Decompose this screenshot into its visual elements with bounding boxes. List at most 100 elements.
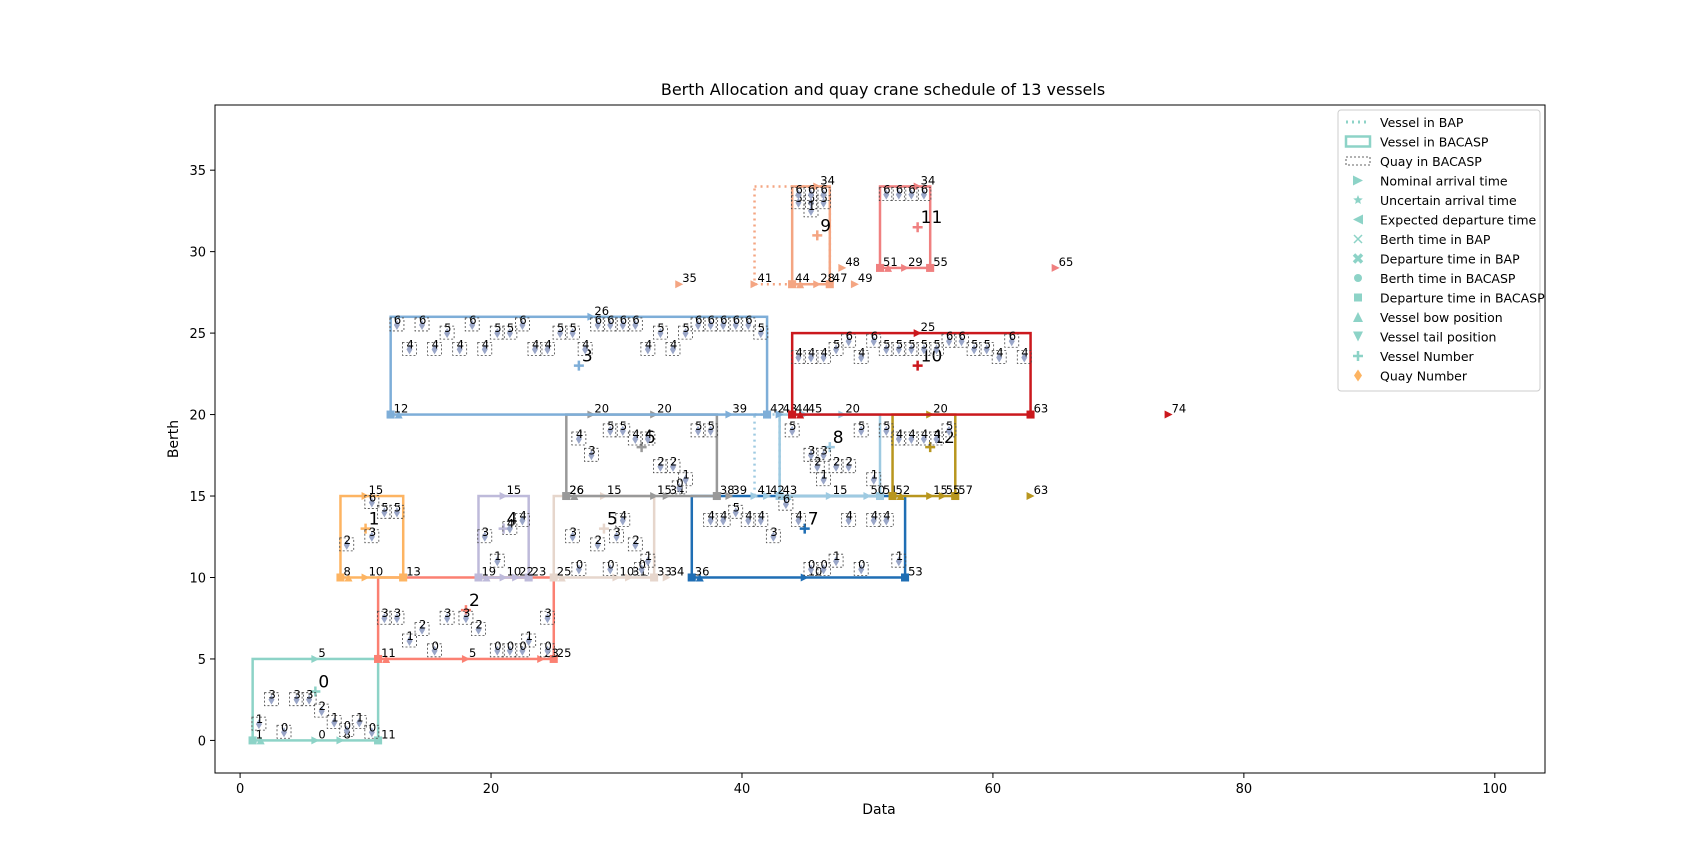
time-marker xyxy=(901,263,910,272)
quay-box xyxy=(609,529,624,544)
time-marker xyxy=(775,492,784,501)
quay-marker xyxy=(594,539,601,550)
quay-marker xyxy=(732,319,739,330)
time-marker xyxy=(951,492,960,501)
legend-swatch xyxy=(1353,175,1363,186)
quay-marker xyxy=(481,531,488,542)
quay-box xyxy=(728,504,744,519)
quay-box xyxy=(878,423,894,438)
quay-box xyxy=(778,496,794,511)
quay-number-label: 0 xyxy=(369,720,376,734)
quay-number-label: 4 xyxy=(1021,346,1028,360)
quay-marker xyxy=(419,319,426,330)
time-label: 15 xyxy=(833,483,848,497)
quay-number-label: 2 xyxy=(595,533,602,547)
quay-marker xyxy=(870,336,877,347)
quay-marker xyxy=(720,515,727,526)
y-tick-label: 20 xyxy=(189,409,206,424)
quay-marker xyxy=(255,719,262,730)
quay-number-label: 3 xyxy=(463,606,470,620)
legend-label: Vessel in BACASP xyxy=(1380,135,1489,150)
y-tick-label: 35 xyxy=(189,164,206,179)
time-marker xyxy=(863,492,872,501)
quay-marker xyxy=(820,189,827,200)
time-marker xyxy=(712,492,721,501)
time-marker xyxy=(512,573,521,582)
quay-number-label: 3 xyxy=(444,606,451,620)
time-marker xyxy=(788,280,797,289)
quay-box xyxy=(703,513,719,527)
quay-number-label: 3 xyxy=(545,606,552,620)
quay-marker xyxy=(644,344,651,355)
quay-marker xyxy=(695,319,702,330)
time-label: 1 xyxy=(256,727,263,741)
quay-marker xyxy=(933,344,940,355)
quay-box xyxy=(715,317,731,332)
quay-marker xyxy=(268,694,275,705)
quay-box xyxy=(841,333,857,348)
quay-marker xyxy=(933,434,940,444)
vessel-number-marker xyxy=(573,360,584,371)
vessel-number-label: 0 xyxy=(318,673,329,693)
x-tick-label: 80 xyxy=(1236,782,1253,797)
quay-number-label: 1 xyxy=(526,629,533,643)
quay-marker xyxy=(644,556,651,567)
quay-number-label: 2 xyxy=(670,455,677,469)
quay-marker xyxy=(983,344,990,355)
quay-marker xyxy=(575,564,582,575)
bow-marker xyxy=(884,263,892,272)
axes-frame xyxy=(214,104,1546,774)
legend: Vessel in BAP Vessel in BACASP Quay in BAC… xyxy=(1337,109,1545,392)
time-label: 63 xyxy=(1034,402,1049,416)
vessel-number-marker xyxy=(912,222,923,233)
quay-marker xyxy=(607,564,614,575)
quay-number-label: 1 xyxy=(833,549,840,563)
quay-marker xyxy=(406,636,413,647)
quay-box xyxy=(339,723,355,738)
time-label: 15 xyxy=(507,483,522,497)
quay-box xyxy=(816,561,831,576)
quay-number-label: 2 xyxy=(833,455,840,469)
time-marker xyxy=(361,492,370,501)
vessel-number-marker xyxy=(912,360,923,371)
time-marker xyxy=(587,312,596,321)
bow-marker xyxy=(896,492,905,501)
quay-number-label: 6 xyxy=(607,313,614,327)
quay-marker xyxy=(544,645,551,656)
quay-box xyxy=(414,317,430,332)
time-marker xyxy=(901,573,910,582)
quay-box xyxy=(740,513,756,527)
quay-number-label: 1 xyxy=(683,468,690,482)
quay-box xyxy=(364,529,380,544)
quay-box xyxy=(414,622,430,637)
time-label: 36 xyxy=(695,564,710,578)
quay-number-label: 5 xyxy=(908,337,915,351)
quay-number-label: 4 xyxy=(482,337,489,351)
legend-label: Departure time in BACASP xyxy=(1380,291,1545,306)
vessel-number-marker xyxy=(310,686,321,697)
quay-number-label: 6 xyxy=(695,313,702,327)
quay-number-label: 5 xyxy=(381,500,388,514)
quay-marker xyxy=(770,531,777,542)
time-label: 41 xyxy=(758,271,773,285)
time-marker xyxy=(763,410,772,419)
quay-box xyxy=(841,513,857,527)
quay-marker xyxy=(444,613,451,624)
time-label: 38 xyxy=(720,483,735,497)
quay-number-label: 6 xyxy=(808,183,815,197)
quay-number-label: 5 xyxy=(444,321,451,335)
quay-box xyxy=(289,692,304,707)
quay-marker xyxy=(494,645,501,656)
time-marker xyxy=(750,280,759,289)
quay-marker xyxy=(343,725,350,736)
quay-box xyxy=(502,521,518,536)
quay-box xyxy=(653,459,668,474)
quay-number-label: 0 xyxy=(494,639,501,653)
quay-number-label: 0 xyxy=(576,557,583,571)
vessel-rect xyxy=(790,185,832,286)
quay-number-label: 4 xyxy=(745,508,752,522)
time-marker xyxy=(1051,263,1060,272)
quay-number-label: 4 xyxy=(670,337,677,351)
quay-box xyxy=(791,350,806,364)
